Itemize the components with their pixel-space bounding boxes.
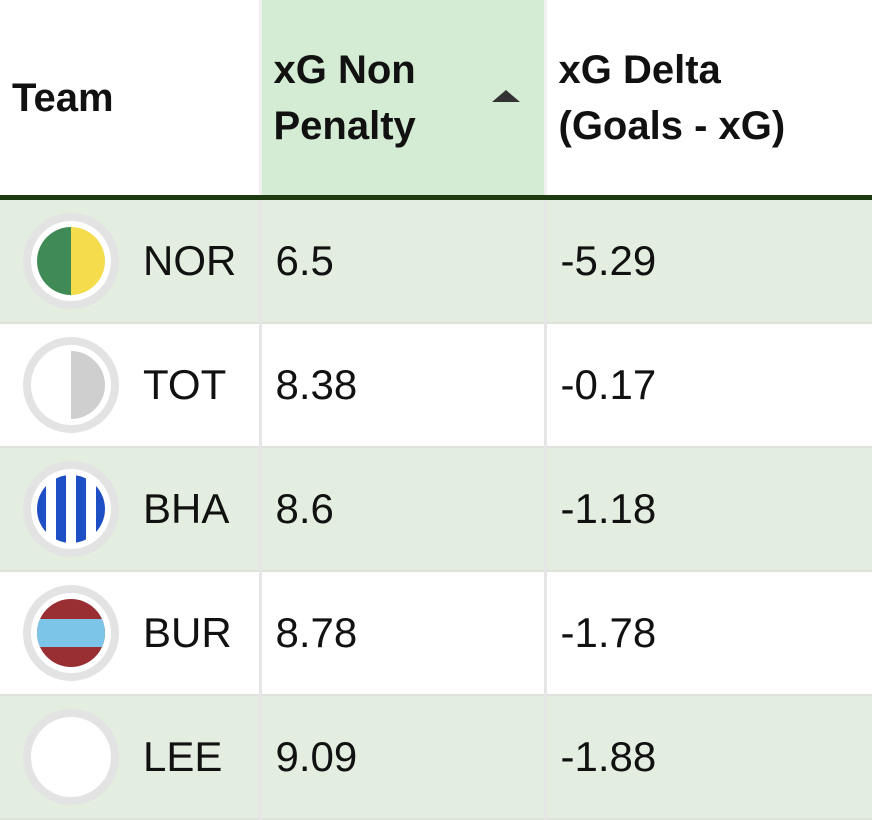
cell: 9.09 xyxy=(260,695,547,820)
crest xyxy=(23,461,119,557)
cell: -1.18 xyxy=(545,447,872,572)
sort-arrow[interactable] xyxy=(491,90,520,104)
team-name: NOR xyxy=(143,237,237,284)
row: BUR 8.78 -1.78 xyxy=(0,571,872,696)
team-cell: BUR xyxy=(0,571,262,696)
team-name: BUR xyxy=(143,609,232,656)
team-name: TOT xyxy=(143,361,227,408)
crest xyxy=(23,709,119,805)
team-cell: LEE xyxy=(0,695,262,820)
cell: 6.5 xyxy=(260,197,547,324)
cell: -0.17 xyxy=(545,323,872,448)
header-row: Team xG Non Penalty xG Delta (Goals - xG… xyxy=(0,0,872,200)
team-cell: TOT xyxy=(0,323,262,448)
crest xyxy=(23,337,119,433)
row: BHA 8.6 -1.18 xyxy=(0,447,872,572)
cell: -1.78 xyxy=(545,571,872,696)
team-name: LEE xyxy=(143,733,223,780)
cell: -5.29 xyxy=(545,197,872,324)
header-text: xG Non Penalty xyxy=(273,47,416,148)
header-cell[interactable]: Team xyxy=(0,0,262,200)
header-text: xG Delta (Goals - xG) xyxy=(558,47,786,148)
team-cell: BHA xyxy=(0,447,262,572)
team-cell: NOR xyxy=(0,197,262,324)
row: LEE 9.09 -1.88 xyxy=(0,695,872,820)
crest xyxy=(23,213,119,309)
cell: 8.38 xyxy=(260,323,547,448)
row: NOR 6.5 -5.29 xyxy=(0,197,872,324)
cell: 8.78 xyxy=(260,571,547,696)
team-name: BHA xyxy=(143,485,230,532)
crest xyxy=(23,585,119,681)
header-cell[interactable]: xG Non Penalty xyxy=(260,0,547,200)
header-cell[interactable]: xG Delta (Goals - xG) xyxy=(545,0,872,200)
cell: -1.88 xyxy=(545,695,872,820)
row: TOT 8.38 -0.17 xyxy=(0,323,872,448)
cell: 8.6 xyxy=(260,447,547,572)
